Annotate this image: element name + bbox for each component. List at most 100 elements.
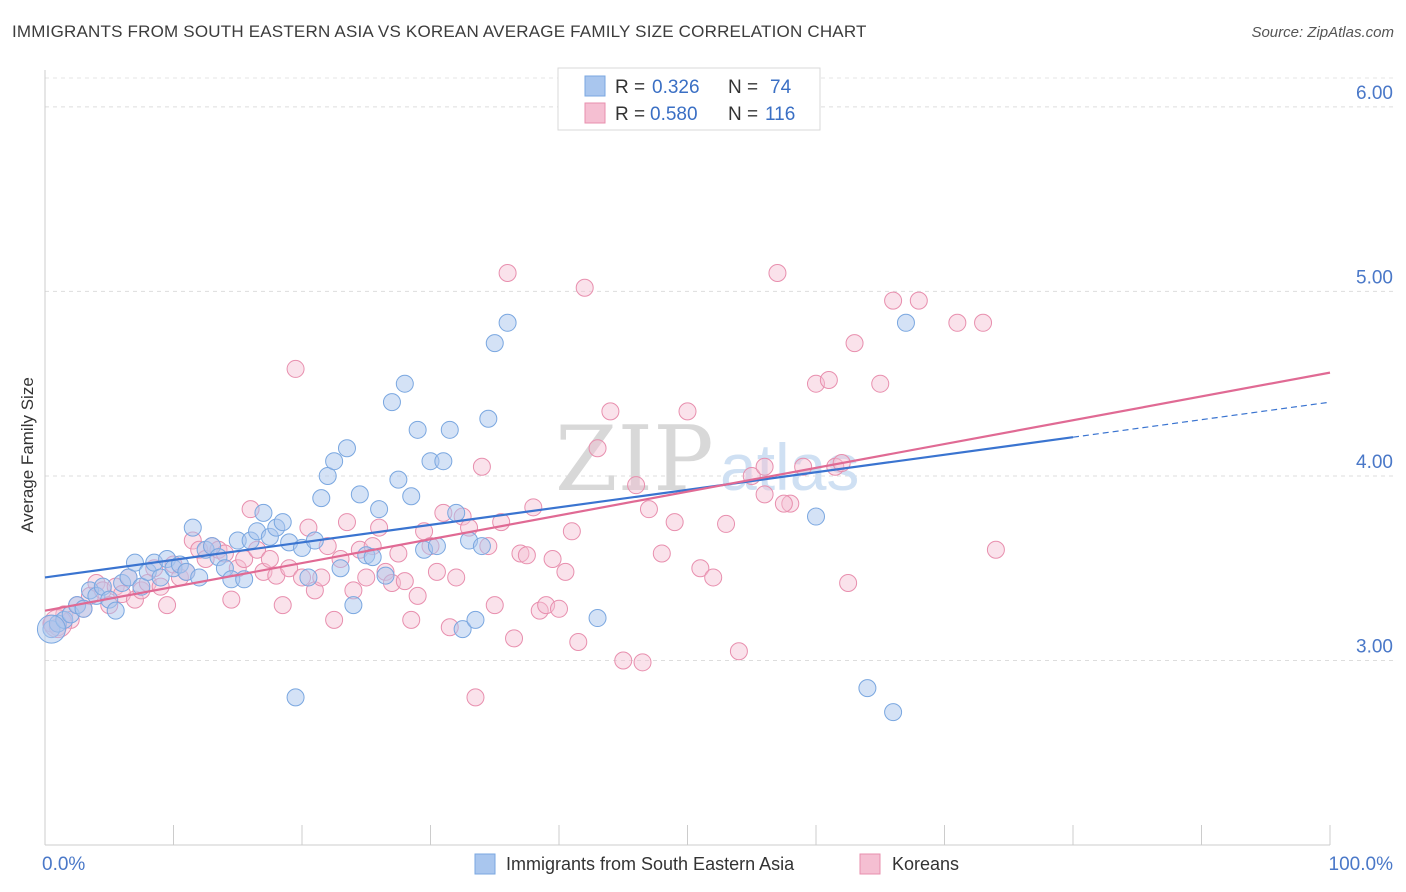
point-immigrants-47 [344,596,363,615]
legend-blue-r-value: 0.326 [652,77,700,98]
trend-line-immigrants [44,436,1074,579]
point-koreans-69 [485,596,504,615]
point-koreans-80 [556,562,575,581]
point-immigrants-61 [434,452,453,471]
point-koreans-34 [260,549,279,568]
point-koreans-55 [395,572,414,591]
y-tick-label-0: 3.00 [1356,636,1393,657]
point-koreans-86 [614,651,633,670]
axes [44,70,1331,846]
point-koreans-99 [768,263,787,282]
point-koreans-96 [729,642,748,661]
point-immigrants-10 [106,601,125,620]
source-credit: Source: ZipAtlas.com [1251,24,1394,41]
point-immigrants-36 [273,513,292,532]
point-immigrants-54 [389,470,408,489]
y-tick-label-1: 4.00 [1356,452,1393,473]
point-koreans-106 [884,291,903,310]
point-koreans-60 [427,562,446,581]
point-koreans-84 [588,439,607,458]
point-immigrants-66 [466,610,485,629]
legend-pink-n-label: N = [728,104,758,125]
point-koreans-18 [158,596,177,615]
point-koreans-66 [466,688,485,707]
point-immigrants-13 [125,553,144,572]
point-koreans-104 [845,334,864,353]
watermark: ZIP atlas [555,407,859,512]
trend-line-immigrants-extension [1072,401,1331,438]
point-koreans-103 [819,371,838,389]
point-immigrants-57 [408,420,427,439]
point-koreans-67 [472,457,491,476]
point-immigrants-17 [151,568,170,587]
legend-blue-n-value: 74 [770,77,792,98]
point-koreans-83 [575,278,594,297]
y-tick-label-3: 6.00 [1356,83,1393,104]
legend-pink-n-value: 116 [765,104,795,125]
point-koreans-92 [678,402,697,421]
legend-blue-n-label: N = [728,77,758,98]
point-immigrants-52 [376,566,395,585]
point-koreans-49 [357,568,376,587]
point-koreans-112 [774,494,793,513]
point-immigrants-53 [382,393,401,412]
point-koreans-46 [337,513,356,532]
point-immigrants-63 [447,503,466,522]
point-immigrants-50 [363,548,382,567]
watermark-atlas: atlas [720,430,859,504]
point-immigrants-22 [183,518,202,537]
x-tick-label-1: 100.0% [1329,854,1394,875]
point-koreans-87 [627,476,646,495]
point-immigrants-62 [440,420,459,439]
point-koreans-28 [222,590,241,609]
point-immigrants-38 [286,688,305,707]
legend-pink-r-label: R = [615,104,645,125]
point-immigrants-74 [884,703,903,722]
point-koreans-81 [562,522,581,541]
point-koreans-94 [704,568,723,587]
point-koreans-74 [517,546,536,565]
point-immigrants-51 [370,500,389,519]
legend-blue-r-label: R = [615,77,645,98]
point-koreans-36 [273,596,292,615]
point-immigrants-44 [325,452,344,471]
point-immigrants-33 [254,503,273,522]
point-koreans-56 [402,610,421,629]
point-immigrants-42 [312,489,331,508]
point-koreans-44 [325,610,344,629]
point-koreans-108 [948,313,967,332]
point-koreans-88 [633,653,652,672]
y-tick-label-2: 5.00 [1356,267,1393,288]
point-immigrants-56 [402,487,421,506]
point-koreans-111 [755,457,774,476]
point-koreans-95 [717,514,736,533]
point-immigrants-large [36,614,66,644]
watermark-zip: ZIP [555,407,714,512]
legend-swatch-pink [584,102,606,124]
bottom-legend-label-blue: Immigrants from South Eastern Asia [506,854,795,874]
point-immigrants-40 [299,568,318,587]
point-koreans-79 [550,599,568,618]
point-immigrants-70 [498,313,517,332]
point-koreans-107 [909,291,928,310]
point-koreans-71 [498,263,517,282]
x-tick-labels: 0.0% 100.0% [42,854,1393,875]
point-koreans-89 [639,500,658,519]
point-koreans-75 [524,498,543,517]
point-koreans-91 [665,513,684,532]
series-koreans [42,263,1005,707]
point-immigrants-68 [479,409,498,428]
point-koreans-78 [543,549,562,568]
point-immigrants-75 [896,313,915,332]
point-immigrants-67 [472,537,491,556]
point-koreans-63 [447,568,466,587]
point-koreans-98 [755,485,774,504]
point-immigrants-69 [485,334,504,353]
trend-line-koreans [44,371,1331,612]
point-koreans-110 [986,540,1005,559]
point-immigrants-46 [337,439,356,458]
point-koreans-54 [389,544,408,563]
point-immigrants-64 [453,620,472,639]
legend-swatch-blue [584,75,606,97]
trend-lines [44,371,1331,612]
